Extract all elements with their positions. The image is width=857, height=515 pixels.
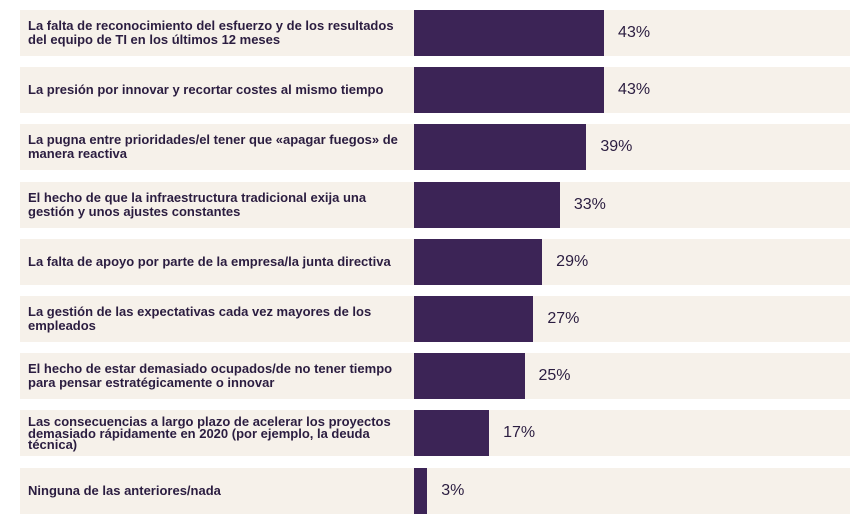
category-label: La falta de apoyo por parte de la empres… bbox=[28, 253, 391, 269]
value-label: 29% bbox=[556, 252, 589, 270]
row: El hecho de que la infraestructura tradi… bbox=[20, 181, 850, 228]
bar bbox=[414, 67, 605, 114]
value-label: 3% bbox=[441, 481, 465, 499]
value-label: 33% bbox=[573, 195, 606, 213]
row: La pugna entre prioridades/el tener que … bbox=[20, 124, 850, 171]
bar bbox=[414, 410, 490, 457]
category-label: Ninguna de las anteriores/nada bbox=[28, 482, 221, 498]
value-label: 39% bbox=[600, 138, 633, 156]
category-label: El hecho de que la infraestructura tradi… bbox=[28, 189, 367, 219]
bar bbox=[414, 181, 560, 228]
value-label: 43% bbox=[618, 81, 651, 99]
bar bbox=[414, 10, 605, 56]
value-label: 43% bbox=[618, 24, 651, 41]
category-label: Las consecuencias a largo plazo de acele… bbox=[28, 414, 391, 453]
row: El hecho de estar demasiado ocupados/de … bbox=[20, 353, 850, 400]
category-label: La pugna entre prioridades/el tener que … bbox=[28, 132, 398, 162]
row: La gestión de las expectativas cada vez … bbox=[20, 296, 850, 342]
bar bbox=[414, 353, 525, 400]
bar bbox=[414, 296, 534, 342]
category-label: La presión por innovar y recortar costes… bbox=[28, 82, 384, 98]
row: La presión por innovar y recortar costes… bbox=[20, 67, 850, 114]
bar bbox=[414, 467, 428, 514]
value-label: 27% bbox=[547, 310, 580, 327]
row: Las consecuencias a largo plazo de acele… bbox=[20, 410, 850, 457]
row: Ninguna de las anteriores/nada 3% bbox=[20, 467, 850, 514]
category-label: La falta de reconocimiento del esfuerzo … bbox=[28, 18, 394, 47]
value-label: 25% bbox=[538, 367, 571, 385]
category-label: La gestión de las expectativas cada vez … bbox=[28, 304, 372, 333]
row: La falta de reconocimiento del esfuerzo … bbox=[20, 10, 850, 56]
bar bbox=[414, 124, 587, 171]
value-label: 17% bbox=[503, 424, 536, 442]
bar bbox=[414, 238, 543, 285]
category-label: El hecho de estar demasiado ocupados/de … bbox=[28, 361, 393, 391]
row: La falta de apoyo por parte de la empres… bbox=[20, 238, 850, 285]
